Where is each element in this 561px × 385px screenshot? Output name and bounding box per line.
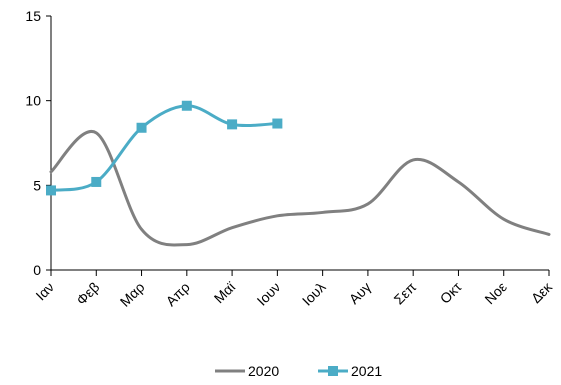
y-tick-label: 15 xyxy=(25,8,41,24)
series-2021 xyxy=(46,100,283,196)
series-line-2021 xyxy=(49,104,279,192)
x-tick-label: Μαρ xyxy=(117,279,148,310)
x-tick-label: Ιαν xyxy=(32,279,57,304)
data-point-2021-4 xyxy=(227,119,238,130)
y-tick-label: 0 xyxy=(33,262,41,278)
y-tick-label: 10 xyxy=(25,93,41,109)
legend-item-2021: 2021 xyxy=(318,363,382,379)
x-tick-label: Αυγ xyxy=(346,279,374,307)
series-line-2020 xyxy=(49,129,551,247)
x-tick-label: Σεπ xyxy=(391,279,420,308)
x-tick-label: Απρ xyxy=(163,279,193,309)
x-tick-label: Νοε xyxy=(481,279,509,307)
y-tick-label: 5 xyxy=(33,177,41,193)
x-tick-label: Οκτ xyxy=(437,278,465,306)
data-point-2021-0 xyxy=(46,185,56,196)
x-tick-label: Δεκ xyxy=(528,278,556,306)
legend-marker-2021 xyxy=(328,366,338,376)
legend-label-2020: 2020 xyxy=(248,363,279,379)
legend-item-2020: 2020 xyxy=(215,363,279,379)
legend-label-2021: 2021 xyxy=(351,363,382,379)
x-tick-label: Ιουν xyxy=(254,279,284,309)
data-point-2021-5 xyxy=(272,118,283,129)
data-point-2021-2 xyxy=(136,122,147,133)
series-2020 xyxy=(49,129,551,247)
chart-series xyxy=(46,100,551,247)
data-point-2021-3 xyxy=(181,100,192,111)
x-tick-label: Μαϊ xyxy=(211,278,239,306)
x-tick-label: Φεβ xyxy=(73,279,102,308)
x-tick-label: Ιουλ xyxy=(299,279,329,309)
chart-axes xyxy=(50,16,549,271)
data-point-2021-1 xyxy=(91,176,102,187)
chart-legend: 2020 2021 xyxy=(215,363,382,379)
axis-ticks: 0 5 10 15 Ιαν Φεβ Μαρ Απρ Μαϊ Ιουν Ιουλ Αυγ Σεπ Οκτ Νο… xyxy=(25,8,555,310)
